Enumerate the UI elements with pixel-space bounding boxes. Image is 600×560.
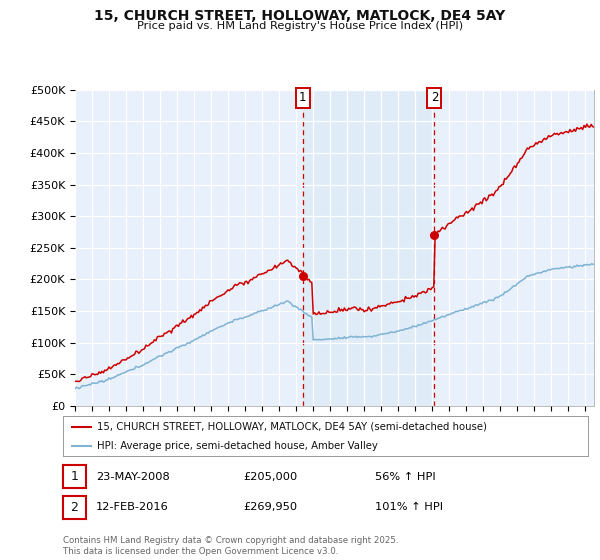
Text: £205,000: £205,000 — [243, 472, 297, 482]
Text: 56% ↑ HPI: 56% ↑ HPI — [375, 472, 436, 482]
Text: Price paid vs. HM Land Registry's House Price Index (HPI): Price paid vs. HM Land Registry's House … — [137, 21, 463, 31]
Text: 2: 2 — [70, 501, 79, 514]
Bar — [303, 90, 434, 406]
Text: Contains HM Land Registry data © Crown copyright and database right 2025.
This d: Contains HM Land Registry data © Crown c… — [63, 536, 398, 556]
Text: 15, CHURCH STREET, HOLLOWAY, MATLOCK, DE4 5AY: 15, CHURCH STREET, HOLLOWAY, MATLOCK, DE… — [94, 9, 506, 23]
Text: 101% ↑ HPI: 101% ↑ HPI — [375, 502, 443, 512]
Text: 23-MAY-2008: 23-MAY-2008 — [96, 472, 170, 482]
Text: 1: 1 — [70, 470, 79, 483]
Text: 2: 2 — [431, 91, 438, 104]
Text: 12-FEB-2016: 12-FEB-2016 — [96, 502, 169, 512]
Text: HPI: Average price, semi-detached house, Amber Valley: HPI: Average price, semi-detached house,… — [97, 441, 378, 451]
Text: £269,950: £269,950 — [243, 502, 297, 512]
Text: 15, CHURCH STREET, HOLLOWAY, MATLOCK, DE4 5AY (semi-detached house): 15, CHURCH STREET, HOLLOWAY, MATLOCK, DE… — [97, 422, 487, 432]
Text: 1: 1 — [299, 91, 307, 104]
